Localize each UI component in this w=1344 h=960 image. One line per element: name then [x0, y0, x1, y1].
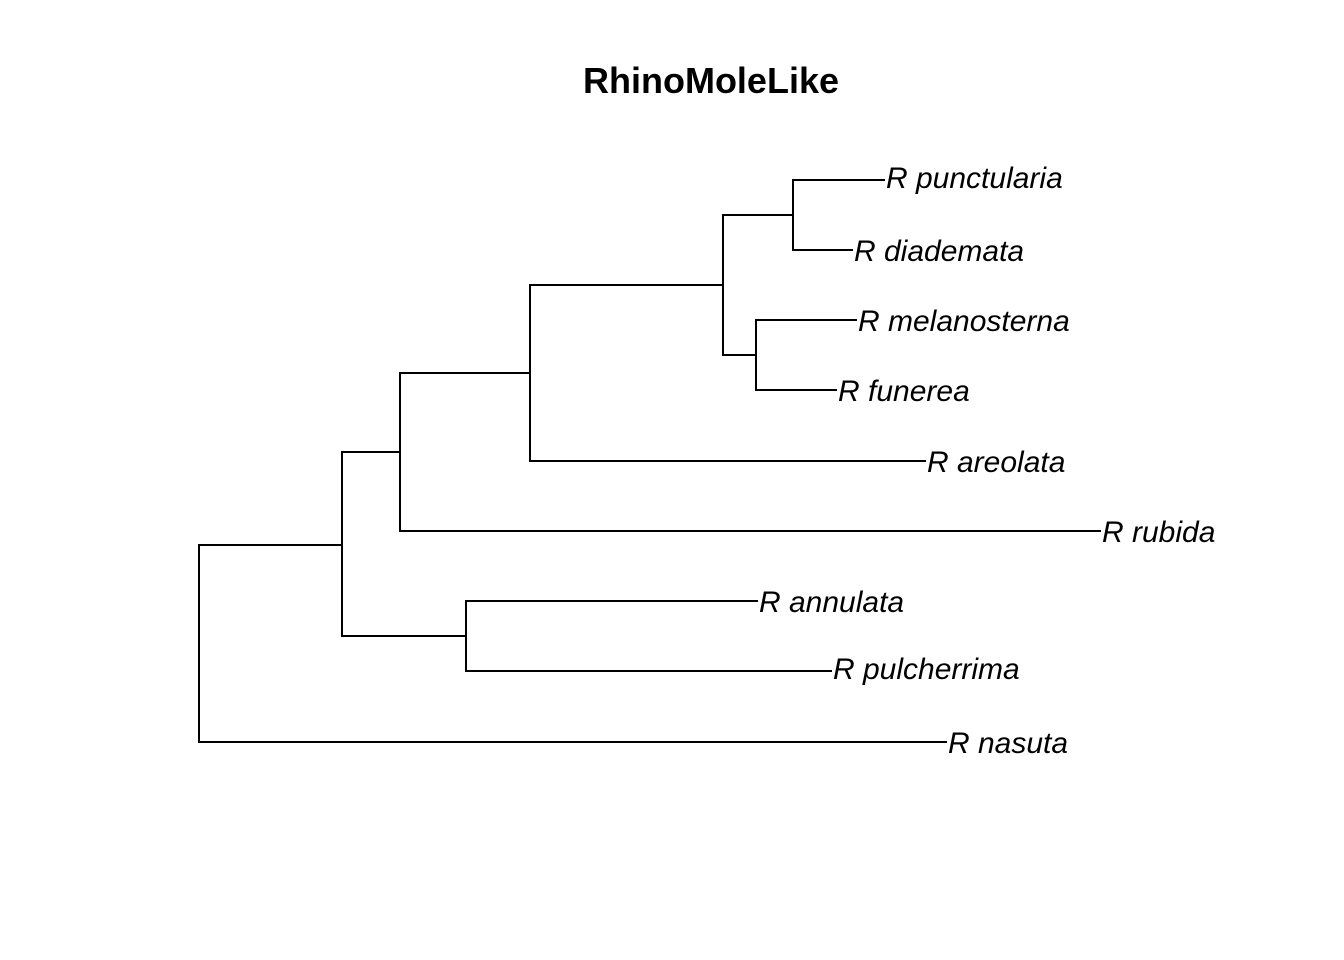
tree-branches — [198, 179, 1101, 743]
tip-label-pulcherrima: R pulcherrima — [833, 653, 1020, 686]
tip-label-nasuta: R nasuta — [948, 727, 1068, 760]
tip-label-melanosterna: R melanosterna — [858, 305, 1070, 338]
tip-label-funerea: R funerea — [838, 375, 970, 408]
tip-label-rubida: R rubida — [1102, 516, 1215, 549]
tip-labels: R punctularia R diademata R melanosterna… — [759, 162, 1215, 760]
tip-label-areolata: R areolata — [927, 446, 1065, 479]
tip-label-annulata: R annulata — [759, 586, 904, 619]
tip-label-punctularia: R punctularia — [886, 162, 1063, 195]
tip-label-diademata: R diademata — [854, 235, 1024, 268]
tree-title: RhinoMoleLike — [583, 60, 839, 101]
